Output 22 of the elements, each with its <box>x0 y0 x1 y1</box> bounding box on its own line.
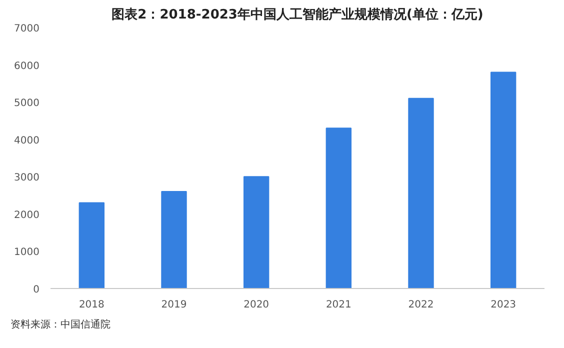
bar <box>243 176 270 288</box>
bar <box>490 72 516 288</box>
y-tick-label: 4000 <box>14 135 40 146</box>
text: 资料来源：中国信通院 <box>10 318 110 330</box>
bar <box>78 202 105 288</box>
y-tick-label: 1000 <box>14 247 40 258</box>
bar <box>161 191 187 288</box>
y-tick-label: 0 <box>33 284 40 296</box>
bar <box>408 98 434 288</box>
x-tick-label: 2018 <box>78 300 104 310</box>
y-tick-label: 6000 <box>14 60 40 72</box>
x-tick-label: 2021 <box>326 300 352 310</box>
y-tick-label: 5000 <box>14 98 40 110</box>
y-tick-label: 2000 <box>14 210 40 221</box>
y-tick-label: 7000 <box>14 24 40 34</box>
x-tick-label: 2022 <box>408 300 434 310</box>
x-tick-label: 2020 <box>244 300 270 310</box>
x-tick-label: 2023 <box>490 300 516 310</box>
chart-title: 图表2：2018-2023年中国人工智能产业规模情况(单位：亿元) <box>112 6 484 22</box>
y-tick-label: 3000 <box>14 172 40 184</box>
bar <box>326 128 352 288</box>
x-tick-label: 2019 <box>161 300 187 310</box>
